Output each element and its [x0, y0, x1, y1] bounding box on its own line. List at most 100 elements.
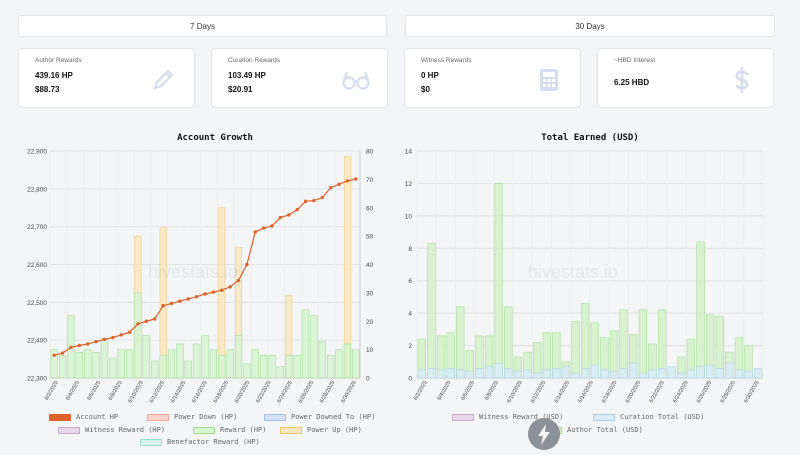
y-tick-label-right: 80	[366, 149, 374, 156]
reward-bar	[293, 355, 301, 379]
account-hp-point	[253, 230, 257, 234]
y-tick-label: 10	[405, 213, 413, 220]
curation-total-bar	[581, 368, 590, 379]
account-hp-point	[312, 198, 316, 203]
account-hp-point	[127, 330, 132, 334]
y-tick-label-left: 22,700	[27, 224, 47, 231]
curation-total-bar	[561, 366, 571, 379]
account-hp-point	[270, 224, 274, 228]
witness-rewards-card: Witness Rewards 0 HP $0	[404, 48, 581, 108]
x-tick-label: 6/12/2025	[530, 380, 547, 404]
curation-total-bar	[542, 369, 551, 379]
account-hp-point	[320, 195, 324, 200]
reward-bar	[58, 355, 67, 379]
author-total-bar	[657, 309, 667, 379]
curation-total-bar	[446, 368, 455, 379]
curation-total-bar	[456, 369, 465, 379]
legend-swatch	[58, 426, 80, 434]
account-hp-point	[345, 179, 350, 183]
curation-total-bar	[475, 368, 484, 379]
card-label: Author Rewards	[35, 57, 82, 64]
legend-item-curation-total[interactable]: Curation Total (USD)	[593, 413, 704, 421]
author-total-bar	[638, 309, 648, 379]
curation-total-bar	[427, 368, 436, 379]
author-total-bar	[494, 183, 503, 379]
legend-item-benefactor-reward[interactable]: Benefactor Reward (HP)	[140, 438, 260, 446]
account-hp-point	[169, 301, 174, 306]
reward-bar	[92, 352, 100, 379]
total-earned-chart: 0 2 4 6 8 10 12 14 6/2/2025 6/4/2025 6/6/2025 6/8/2…	[405, 149, 764, 404]
account-hp-point	[60, 351, 65, 355]
reward-bar	[159, 355, 167, 379]
reward-bar	[201, 335, 209, 379]
account-hp-point	[77, 343, 82, 348]
account-growth-legend: Account HP Power Down (HP) Power Downed …	[0, 412, 400, 447]
reward-bar	[318, 340, 326, 379]
y-tick-label: 8	[408, 246, 412, 253]
x-tick-label: 6/8/2025	[108, 380, 124, 402]
account-hp-point	[94, 339, 98, 344]
reward-bar	[109, 357, 117, 379]
curation-total-bar	[667, 366, 676, 379]
pencil-icon	[153, 69, 174, 90]
x-tick-label: 6/14/2025	[554, 380, 571, 404]
account-hp-point	[52, 353, 56, 357]
legend-item-reward[interactable]: Reward (HP)	[193, 426, 266, 434]
curation-total-bar	[552, 368, 561, 379]
legend-swatch	[193, 426, 215, 434]
reward-bar	[327, 355, 335, 379]
legend-item-witness-reward-usd[interactable]: Witness Reward (USD)	[452, 413, 563, 421]
author-total-bar	[532, 342, 542, 379]
tab-7-days[interactable]: 7 Days	[18, 15, 387, 37]
card-value-hp: 103.49 HP	[228, 71, 266, 80]
curation-total-bar	[600, 369, 609, 379]
account-hp-point	[153, 317, 157, 321]
x-tick-label: 6/18/2025	[601, 380, 618, 404]
account-hp-point	[337, 182, 341, 186]
y-tick-label-right: 10	[366, 347, 374, 354]
x-tick-label: 6/22/2025	[255, 380, 272, 404]
x-tick-label: 6/2/2025	[413, 380, 429, 402]
account-hp-point	[261, 226, 266, 230]
glasses-icon	[342, 71, 370, 90]
x-tick-label: 6/10/2025	[127, 380, 144, 404]
account-hp-point	[69, 345, 73, 350]
y-tick-label: 2	[408, 343, 412, 350]
floating-action-button[interactable]	[528, 418, 560, 450]
curation-total-bar	[590, 364, 599, 379]
y-tick-label-right: 30	[366, 290, 374, 297]
reward-bar	[226, 349, 234, 379]
card-value-hbd: 6.25 HBD	[614, 78, 650, 87]
reward-bar	[310, 315, 318, 379]
curation-total-bar	[725, 363, 734, 379]
y-tick-label: 14	[405, 149, 413, 156]
curation-total-bar	[417, 369, 426, 379]
legend-item-power-down[interactable]: Power Down (HP)	[147, 413, 237, 421]
account-hp-point	[136, 322, 140, 326]
total-earned-title: Total Earned (USD)	[541, 133, 639, 143]
author-total-bar	[619, 309, 628, 379]
reward-bar	[343, 343, 352, 379]
account-hp-point	[178, 299, 182, 303]
hbd-interest-card: ~HBD Interest 6.25 HBD	[597, 48, 774, 108]
tab-30-days[interactable]: 30 Days	[405, 15, 775, 37]
curation-total-bar	[504, 368, 513, 379]
account-hp-point	[236, 278, 241, 283]
account-hp-point	[194, 294, 199, 299]
reward-bar	[167, 349, 176, 379]
reward-bar	[276, 366, 285, 379]
calculator-icon	[540, 69, 558, 91]
reward-bar	[142, 335, 151, 379]
reward-bar	[285, 355, 293, 379]
author-total-bar	[609, 330, 619, 379]
author-total-bar	[504, 306, 513, 379]
curation-total-bar	[686, 369, 696, 379]
x-tick-label: 6/12/2025	[149, 380, 166, 404]
legend-item-power-downed-to[interactable]: Power Downed To (HP)	[264, 413, 375, 421]
author-total-bar	[696, 241, 705, 379]
legend-item-power-up[interactable]: Power Up (HP)	[280, 426, 362, 434]
legend-item-account-hp[interactable]: Account HP	[49, 413, 118, 421]
y-tick-label: 6	[408, 278, 412, 285]
dollar-icon	[735, 67, 749, 93]
legend-item-witness-reward[interactable]: Witness Reward (HP)	[58, 426, 165, 434]
